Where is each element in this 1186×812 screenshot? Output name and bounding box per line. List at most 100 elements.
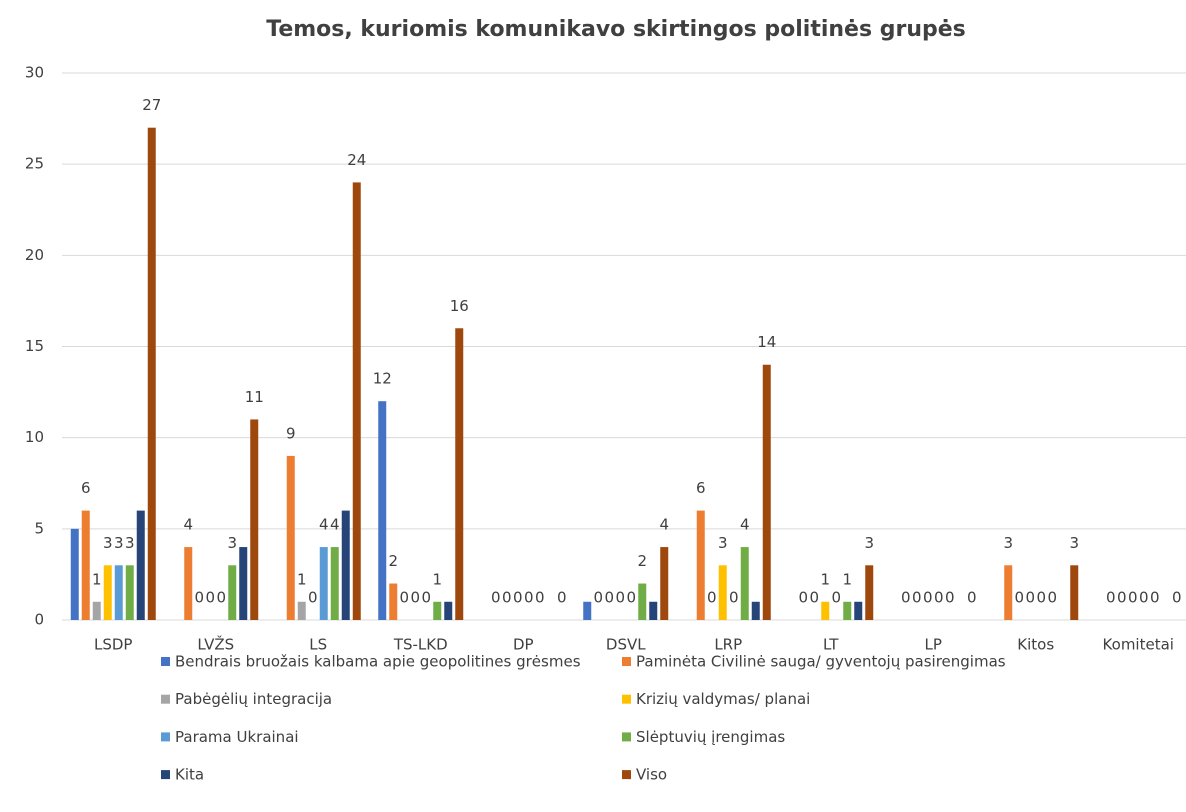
data-label: 1 [297,570,307,588]
bar [147,127,156,620]
bar [583,601,592,620]
bar [821,601,830,620]
data-label: 2 [637,552,647,570]
y-tick-label: 25 [25,155,44,173]
x-tick-label: LT [823,636,839,654]
bar [92,601,101,620]
data-label: 14 [757,333,776,351]
legend-swatch [622,770,631,780]
data-label: 0 [967,589,977,607]
y-tick-label: 0 [34,611,44,629]
data-label: 0 [626,589,636,607]
data-label: 0 [502,589,512,607]
bar [239,547,248,620]
data-label: 4 [740,516,750,534]
bar [297,601,306,620]
y-tick-label: 5 [34,519,44,537]
data-label: 16 [450,297,469,315]
data-label: 3 [1003,534,1013,552]
data-label: 4 [330,516,340,534]
bar [228,565,237,620]
data-label: 1 [820,570,830,588]
data-label: 3 [718,534,728,552]
legend-label: Paminėta Civilinė sauga/ gyventojų pasir… [636,653,1006,671]
bar [103,565,112,620]
data-label: 0 [707,589,717,607]
data-label: 0 [1117,589,1127,607]
y-tick-label: 30 [25,64,44,82]
bar [718,565,727,620]
data-label: 24 [347,151,366,169]
bar [389,583,398,620]
bar [1070,565,1079,620]
data-label: 0 [1047,589,1057,607]
data-label: 2 [388,552,398,570]
bar [762,364,771,620]
data-label: 0 [535,589,545,607]
data-label: 9 [286,424,296,442]
legend-label: Kita [175,766,204,784]
legend-label: Pabėgėlių integracija [175,690,332,708]
data-label: 3 [227,534,237,552]
data-label: 0 [410,589,420,607]
bar [740,547,749,620]
data-label: 0 [524,589,534,607]
data-label: 0 [1139,589,1149,607]
bar [319,547,328,620]
x-tick-label: LRP [714,636,742,654]
legend-label: Slėptuvių įrengimas [636,728,785,746]
bar [696,510,705,620]
bar [854,601,863,620]
data-label: 0 [798,589,808,607]
data-label: 0 [604,589,614,607]
bar [865,565,874,620]
data-label: 4 [659,516,669,534]
bar [136,510,145,620]
bar [125,565,134,620]
y-tick-label: 10 [25,428,44,446]
data-label: 0 [1025,589,1035,607]
bar [455,328,464,620]
y-tick-label: 15 [25,337,44,355]
bar [341,510,350,620]
data-label: 12 [373,370,392,388]
data-label: 0 [308,589,318,607]
data-label: 1 [432,570,442,588]
bar [1004,565,1013,620]
data-label: 0 [1014,589,1024,607]
legend-swatch [622,732,631,742]
legend-swatch [161,694,170,704]
data-label: 0 [934,589,944,607]
data-label: 0 [194,589,204,607]
bar [660,547,669,620]
data-label: 3 [103,534,113,552]
data-label: 0 [901,589,911,607]
data-label: 3 [1069,534,1079,552]
data-label: 6 [81,479,91,497]
data-label: 0 [1036,589,1046,607]
data-label: 0 [399,589,409,607]
bar [444,601,453,620]
bar [433,601,442,620]
x-tick-label: Komitetai [1103,636,1174,654]
data-label: 0 [729,589,739,607]
data-label: 1 [92,570,102,588]
data-label: 0 [945,589,955,607]
data-label: 0 [912,589,922,607]
bar [352,182,361,620]
data-label: 3 [125,534,135,552]
data-label: 0 [831,589,841,607]
data-label: 0 [1106,589,1116,607]
x-tick-label: Kitos [1017,636,1054,654]
data-label: 0 [421,589,431,607]
data-label: 11 [245,388,264,406]
data-label: 0 [491,589,501,607]
x-tick-label: DP [513,636,534,654]
x-tick-label: TS-LKD [393,636,448,654]
bar [114,565,123,620]
bar [330,547,339,620]
chart-title: Temos, kuriomis komunikavo skirtingos po… [266,17,966,42]
x-tick-label: LVŽS [197,635,234,654]
data-label: 0 [1128,589,1138,607]
